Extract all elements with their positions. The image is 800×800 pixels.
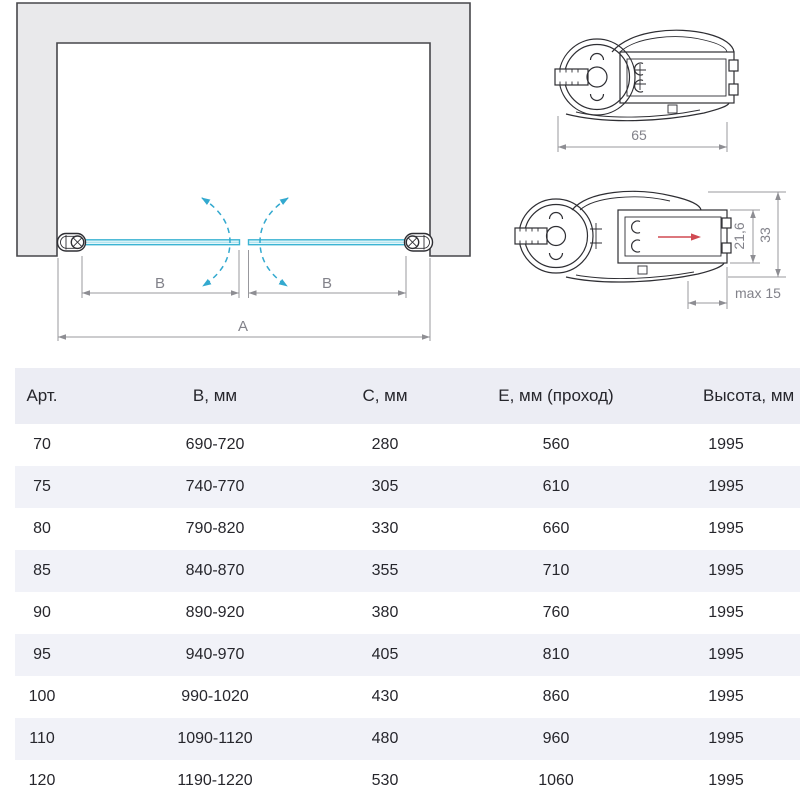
header-b: B, мм	[192, 386, 238, 405]
table-row: 80 790-820 330 660 1995	[15, 508, 800, 550]
profile-section-side	[514, 190, 732, 283]
table-row: 120 1190-1220 530 1060 1995	[15, 760, 800, 800]
table-cell: 1995	[708, 478, 744, 495]
table-cell: 1995	[708, 604, 744, 621]
table-cell: 860	[542, 688, 570, 705]
table-cell: 1995	[708, 436, 744, 453]
table-cell: 740-770	[185, 478, 245, 495]
header-e: E, мм (проход)	[498, 386, 614, 405]
table-row: 75 740-770 305 610 1995	[15, 466, 800, 508]
table-cell: 960	[542, 730, 570, 747]
table-cell: 1995	[708, 646, 744, 663]
profile-section-top	[554, 29, 739, 122]
table-cell: 530	[371, 772, 399, 789]
table-cell: 85	[33, 562, 51, 579]
table-cell: 280	[371, 436, 399, 453]
wall-outline	[16, 2, 471, 257]
table-cell: 70	[33, 436, 51, 453]
table-cell: 840-870	[185, 562, 245, 579]
dim-label-b-right: B	[322, 275, 332, 292]
table-cell: 690-720	[185, 436, 245, 453]
header-height: Высота, мм	[703, 386, 795, 405]
swing-arc-right	[259, 197, 289, 287]
spec-table-body: 70 690-720 280 560 1995 75 740-770 305 610 1995 80…	[15, 424, 800, 800]
table-cell: 710	[542, 562, 570, 579]
table-cell: 355	[371, 562, 399, 579]
header-c: C, мм	[362, 386, 408, 405]
swing-arc-left	[201, 197, 231, 287]
table-cell: 1060	[538, 772, 574, 789]
plan-view: B B A	[16, 2, 471, 341]
table-cell: 430	[371, 688, 399, 705]
table-cell: 95	[33, 646, 51, 663]
table-cell: 110	[29, 730, 55, 747]
hinge-right	[403, 232, 434, 252]
table-cell: 305	[371, 478, 399, 495]
size-spec-table: Арт. B, мм C, мм E, мм (проход) Высота, …	[15, 368, 800, 800]
glass-insert-arrow	[658, 233, 701, 241]
plan-dimensions	[57, 250, 431, 341]
table-cell: 380	[371, 604, 399, 621]
dim-label-33: 33	[757, 227, 773, 243]
hinge-left	[56, 232, 87, 252]
table-row: 70 690-720 280 560 1995	[15, 424, 800, 466]
table-cell: 1995	[708, 520, 744, 537]
profile-side-dimensions	[687, 191, 786, 309]
table-cell: 1190-1220	[177, 772, 253, 789]
glass-door-right	[247, 239, 406, 246]
table-cell: 1995	[708, 772, 744, 789]
table-row: 85 840-870 355 710 1995	[15, 550, 800, 592]
table-cell: 90	[33, 604, 51, 621]
table-row: 110 1090-1120 480 960 1995	[15, 718, 800, 760]
header-art: Арт.	[26, 386, 58, 405]
table-cell: 810	[542, 646, 570, 663]
table-cell: 1995	[708, 730, 744, 747]
table-cell: 760	[542, 604, 570, 621]
table-cell: 560	[542, 436, 570, 453]
table-cell: 480	[371, 730, 399, 747]
table-cell: 405	[371, 646, 399, 663]
table-cell: 100	[28, 688, 56, 705]
table-header-row: Арт. B, мм C, мм E, мм (проход) Высота, …	[15, 368, 800, 424]
technical-drawing: B B A	[16, 2, 786, 341]
dim-label-max-15: max 15	[735, 285, 781, 301]
table-cell: 990-1020	[181, 688, 249, 705]
table-cell: 890-920	[185, 604, 245, 621]
profile-top-dimensions	[557, 116, 728, 152]
table-cell: 610	[542, 478, 570, 495]
table-cell: 790-820	[185, 520, 245, 537]
table-cell: 80	[33, 520, 51, 537]
table-row: 100 990-1020 430 860 1995	[15, 676, 800, 718]
table-cell: 940-970	[185, 646, 245, 663]
table-cell: 660	[542, 520, 570, 537]
table-row: 90 890-920 380 760 1995	[15, 592, 800, 634]
table-row: 95 940-970 405 810 1995	[15, 634, 800, 676]
table-cell: 120	[28, 772, 56, 789]
table-cell: 75	[33, 478, 51, 495]
dim-label-65: 65	[631, 127, 647, 143]
glass-door-left	[84, 239, 241, 246]
dim-label-21-6: 21,6	[731, 222, 747, 249]
table-cell: 1995	[708, 562, 744, 579]
table-cell: 330	[371, 520, 399, 537]
dim-label-a: A	[238, 318, 248, 335]
table-cell: 1995	[708, 688, 744, 705]
table-cell: 1090-1120	[177, 730, 253, 747]
dim-label-b-left: B	[155, 275, 165, 292]
